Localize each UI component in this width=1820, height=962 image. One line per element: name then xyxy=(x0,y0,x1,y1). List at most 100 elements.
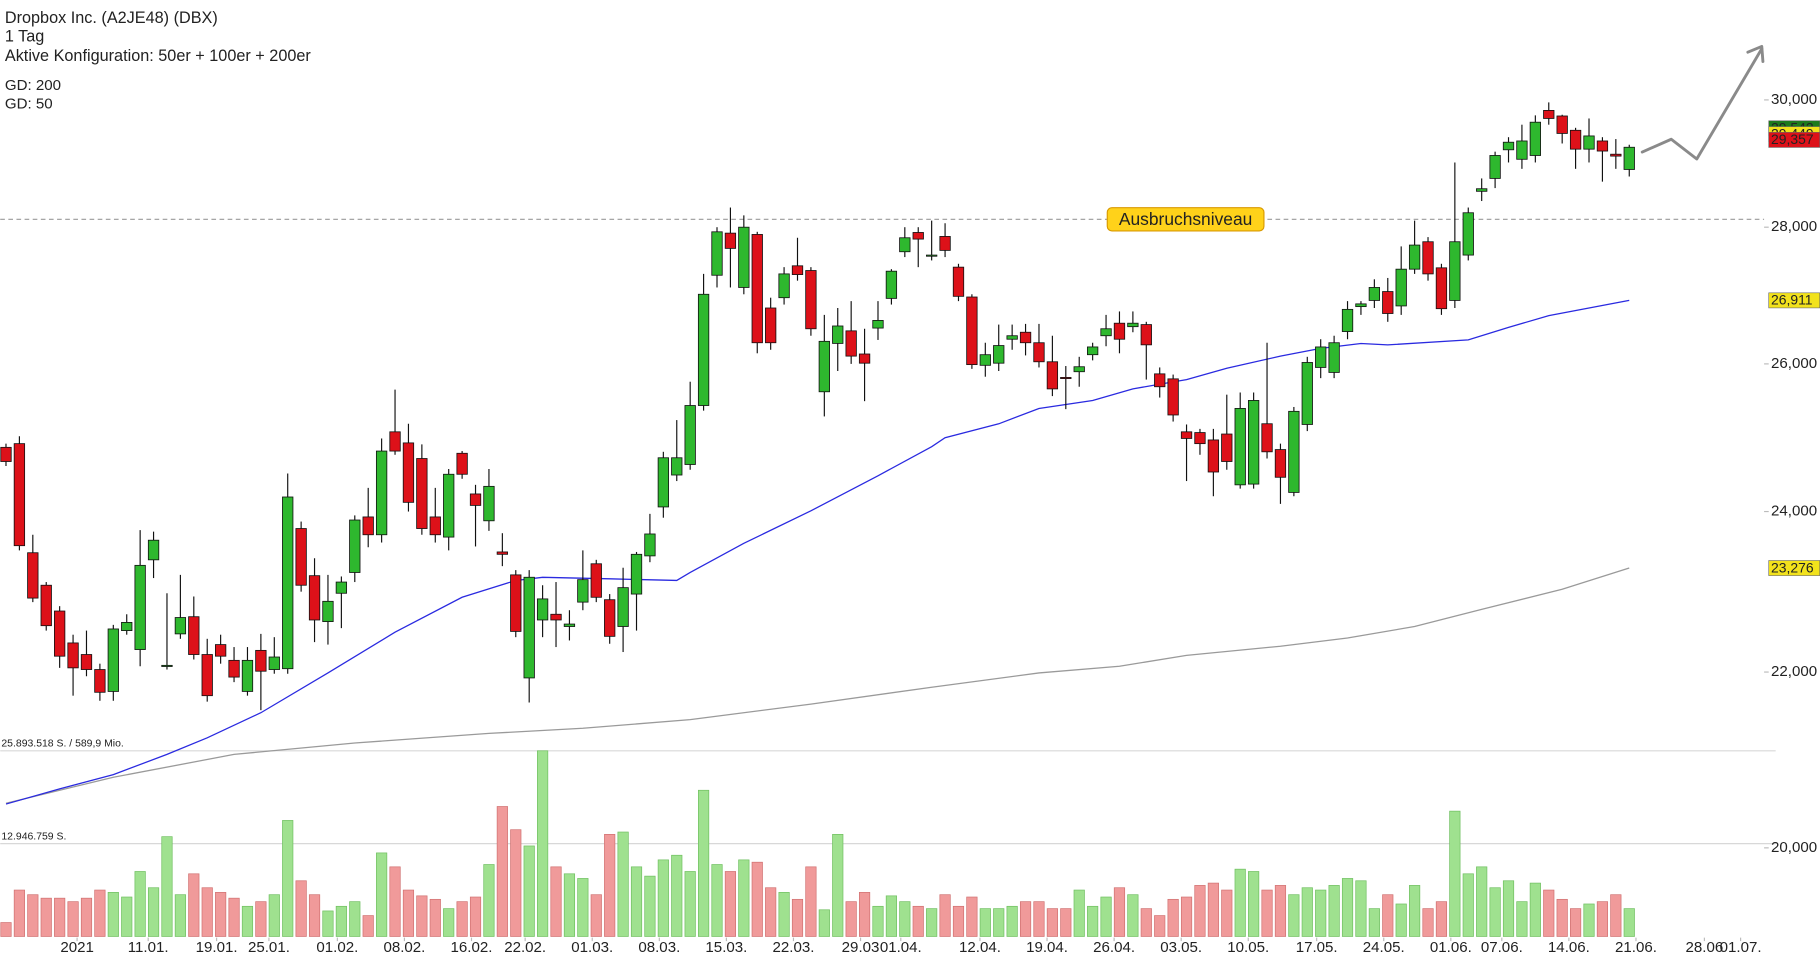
volume-bar xyxy=(523,845,535,937)
volume-bar xyxy=(40,897,52,937)
volume-tick-label: 25.893.518 S. / 589,9 Mio. xyxy=(1,739,123,750)
volume-bar xyxy=(1543,889,1555,937)
volume-bar xyxy=(1435,901,1448,937)
candle-body xyxy=(604,599,616,637)
volume-bar xyxy=(1341,878,1354,937)
candle-body xyxy=(1180,431,1193,439)
volume-bar xyxy=(1180,896,1193,937)
volume-bar xyxy=(1395,903,1407,937)
candle-body xyxy=(1476,188,1488,192)
volume-bar xyxy=(912,905,924,937)
volume-bar xyxy=(671,854,683,937)
candle-body xyxy=(174,617,187,635)
volume-bar xyxy=(201,887,213,937)
volume-bar xyxy=(537,750,549,937)
candle-body xyxy=(885,270,898,299)
volume-bar xyxy=(134,871,146,937)
volume-bar xyxy=(443,908,455,937)
candle-body xyxy=(375,450,388,536)
volume-bar xyxy=(1006,905,1018,937)
candle-body xyxy=(1234,408,1246,486)
candle-body xyxy=(1623,146,1635,170)
x-tick-label: 01.06. xyxy=(1430,939,1472,956)
candle-body xyxy=(241,659,254,692)
candle-body xyxy=(1516,140,1528,160)
y-tick-label: 28,000 xyxy=(1771,218,1817,235)
candle-body xyxy=(523,576,535,679)
volume-bar xyxy=(308,894,321,937)
volume-bar xyxy=(1154,915,1166,937)
candle-body xyxy=(577,579,589,603)
candle-body xyxy=(536,598,549,621)
candle-body xyxy=(1127,322,1139,328)
price-badge-label: 23,276 xyxy=(1771,559,1814,575)
volume-bar xyxy=(926,908,938,937)
candle-body xyxy=(778,273,790,299)
volume-bar xyxy=(1207,882,1219,937)
candle-body xyxy=(1073,366,1085,373)
volume-bar xyxy=(1596,901,1609,937)
candle-body xyxy=(1408,244,1421,270)
volume-bar xyxy=(952,905,965,937)
volume-bar xyxy=(1100,896,1112,937)
volume-bar xyxy=(1570,908,1582,937)
candle-body xyxy=(308,575,321,621)
candle-body xyxy=(268,656,280,670)
candle-body xyxy=(67,642,79,669)
candle-body xyxy=(1207,439,1220,473)
volume-bar xyxy=(389,866,401,937)
volume-bar xyxy=(738,859,750,937)
candle-body xyxy=(697,293,710,406)
volume-bar xyxy=(402,889,415,937)
x-tick-label: 29.03 xyxy=(842,939,880,956)
volume-bar xyxy=(268,894,280,937)
candle-body xyxy=(845,330,857,357)
volume-bar xyxy=(751,861,763,937)
volume-bar xyxy=(215,892,227,937)
volume-bar xyxy=(899,901,911,937)
x-tick-label: 28.06 xyxy=(1686,939,1724,956)
candle-body xyxy=(1328,342,1340,373)
volume-bar xyxy=(1462,873,1474,937)
x-tick-label: 14.06. xyxy=(1548,939,1590,956)
x-tick-label: 08.02. xyxy=(383,939,425,956)
axes: Ausbruchsniveau 30,000 28,000 26,000 24,000 2… xyxy=(60,91,1820,956)
volume-bar xyxy=(1060,908,1072,937)
volume-bar xyxy=(858,892,871,937)
candle-body xyxy=(1046,361,1059,390)
candle-body xyxy=(1435,267,1448,310)
volume-bar xyxy=(630,866,643,937)
candles xyxy=(0,102,1635,711)
candle-body xyxy=(671,457,683,476)
candle-body xyxy=(630,553,643,595)
volume-bar xyxy=(67,901,79,937)
candle-body xyxy=(926,254,938,257)
candle-body xyxy=(322,600,334,623)
candle-body xyxy=(496,551,508,555)
volume-bar xyxy=(228,897,240,937)
volume-bar xyxy=(1046,908,1058,937)
candle-body xyxy=(1194,432,1206,445)
candle-body xyxy=(228,659,240,678)
chart-title: Dropbox Inc. (A2JE48) (DBX) xyxy=(5,9,218,27)
x-tick-label: 01.04. xyxy=(880,939,922,956)
volume-bar xyxy=(1261,889,1273,937)
volume-bar xyxy=(255,901,267,937)
x-tick-label: 21.06. xyxy=(1615,939,1657,956)
candle-body xyxy=(1422,241,1434,275)
candle-body xyxy=(1489,155,1501,179)
volume-bar xyxy=(94,889,106,937)
candle-body xyxy=(483,485,495,522)
candle-body xyxy=(1033,342,1045,363)
x-tick-label: 17.05. xyxy=(1296,939,1338,956)
volume-bar xyxy=(54,897,66,937)
volume-bar xyxy=(13,889,25,937)
candle-body xyxy=(711,231,723,276)
volume-bar xyxy=(1328,885,1340,937)
candle-body xyxy=(214,644,227,657)
candle-body xyxy=(952,266,965,297)
level-badge xyxy=(1106,207,1265,232)
volume-bar xyxy=(885,895,897,937)
